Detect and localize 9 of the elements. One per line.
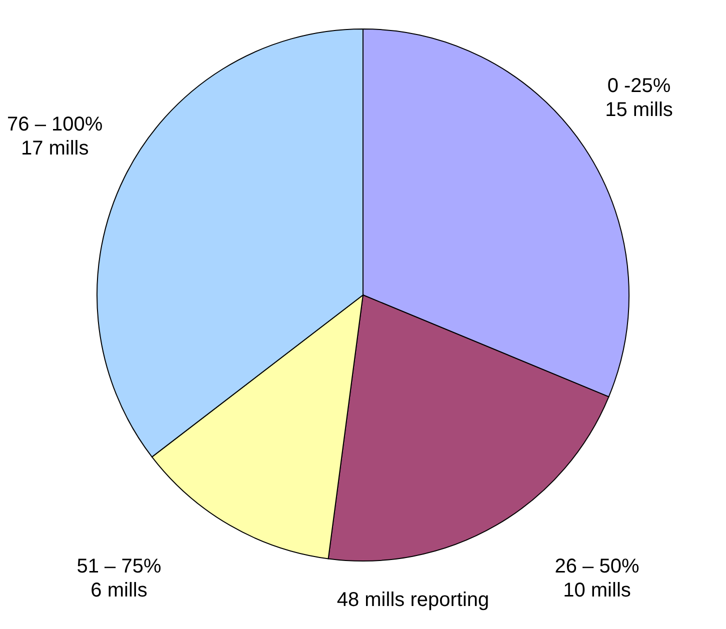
data-label: 15 mills — [605, 99, 673, 122]
slice-label: 26 – 50% — [554, 556, 640, 578]
text: 48 mills reporting — [336, 589, 490, 611]
data-label: 17 mills — [20, 138, 89, 160]
slice-label: 51 – 75% — [76, 556, 162, 578]
slice-label: 0 -25% — [607, 75, 671, 98]
slice-label: 76 – 100% — [7, 114, 103, 136]
data-label: 6 mills — [90, 580, 148, 602]
data-label: 10 mills — [563, 580, 631, 602]
